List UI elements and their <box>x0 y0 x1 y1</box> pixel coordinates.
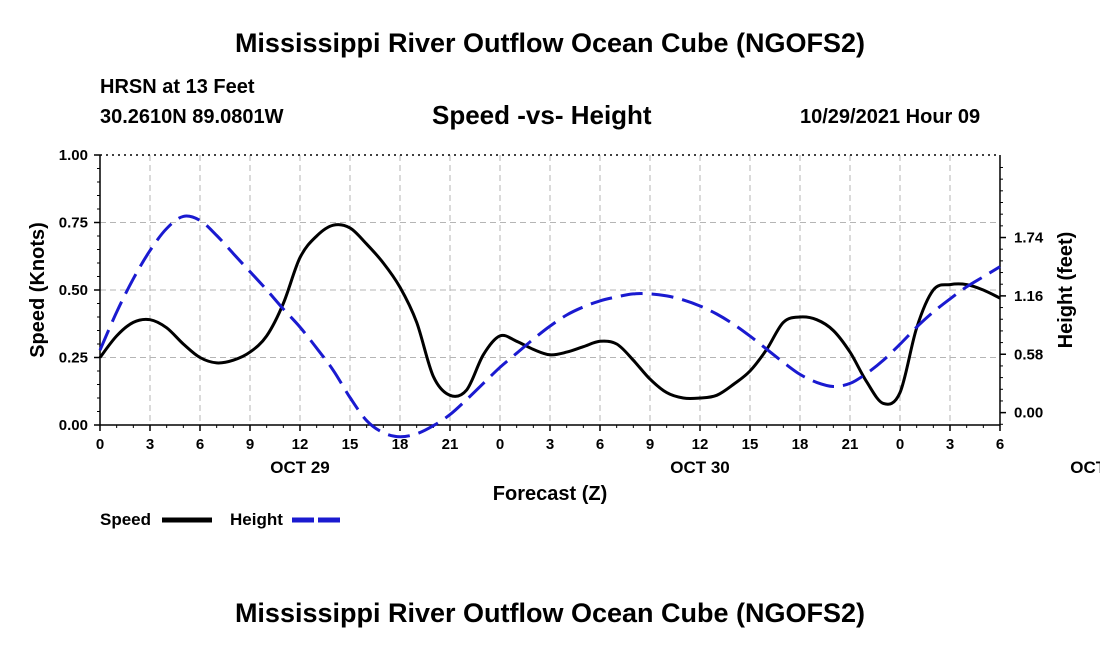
x-tick-label: 3 <box>546 436 554 453</box>
y-tick-label: 0.75 <box>59 215 88 232</box>
x-axis-title: Forecast (Z) <box>493 483 607 505</box>
x-tick-label: 6 <box>196 436 204 453</box>
x-tick-label: 3 <box>946 436 954 453</box>
series-line-speed <box>98 223 1001 406</box>
x-tick-label: 21 <box>442 436 459 453</box>
y2-tick-label: 1.16 <box>1014 288 1043 305</box>
x-tick-label: 3 <box>146 436 154 453</box>
x-tick-label: 18 <box>392 436 409 453</box>
x-tick-label: 0 <box>496 436 504 453</box>
x-tick-label: 18 <box>792 436 809 453</box>
station-label: HRSN at 13 Feet <box>100 76 255 98</box>
x-tick-label: 0 <box>96 436 104 453</box>
legend-label-height: Height <box>230 510 283 529</box>
series-line-height <box>98 214 1001 439</box>
y2-tick-label: 1.74 <box>1014 230 1044 247</box>
x-tick-label: 12 <box>292 436 309 453</box>
date-label: OCT 30 <box>670 458 730 477</box>
x-tick-label: 21 <box>842 436 859 453</box>
datetime-label: 10/29/2021 Hour 09 <box>800 106 981 128</box>
x-tick-label: 9 <box>646 436 654 453</box>
y-tick-label: 0.50 <box>59 282 88 299</box>
y2-axis-title: Height (feet) <box>1055 232 1077 349</box>
x-tick-label: 9 <box>246 436 254 453</box>
y-tick-label: 0.00 <box>59 417 88 434</box>
x-tick-label: 6 <box>596 436 604 453</box>
date-label: OCT 31 <box>1070 458 1100 477</box>
footer-title: Mississippi River Outflow Ocean Cube (NG… <box>234 598 866 628</box>
coordinates-label: 30.2610N 89.0801W <box>100 106 284 128</box>
chart-subtitle: Speed -vs- Height <box>432 100 652 130</box>
x-tick-label: 12 <box>692 436 709 453</box>
y-axis-title: Speed (Knots) <box>27 222 49 358</box>
legend-label-speed: Speed <box>100 510 151 529</box>
x-tick-label: 15 <box>342 436 359 453</box>
x-tick-label: 6 <box>996 436 1004 453</box>
y2-tick-label: 0.58 <box>1014 346 1043 363</box>
x-tick-label: 15 <box>742 436 759 453</box>
x-tick-label: 0 <box>896 436 904 453</box>
y-tick-label: 1.00 <box>59 147 88 164</box>
chart-title: Mississippi River Outflow Ocean Cube (NG… <box>234 28 866 58</box>
y2-tick-label: 0.00 <box>1014 405 1043 422</box>
date-label: OCT 29 <box>270 458 330 477</box>
y-tick-label: 0.25 <box>59 350 88 367</box>
